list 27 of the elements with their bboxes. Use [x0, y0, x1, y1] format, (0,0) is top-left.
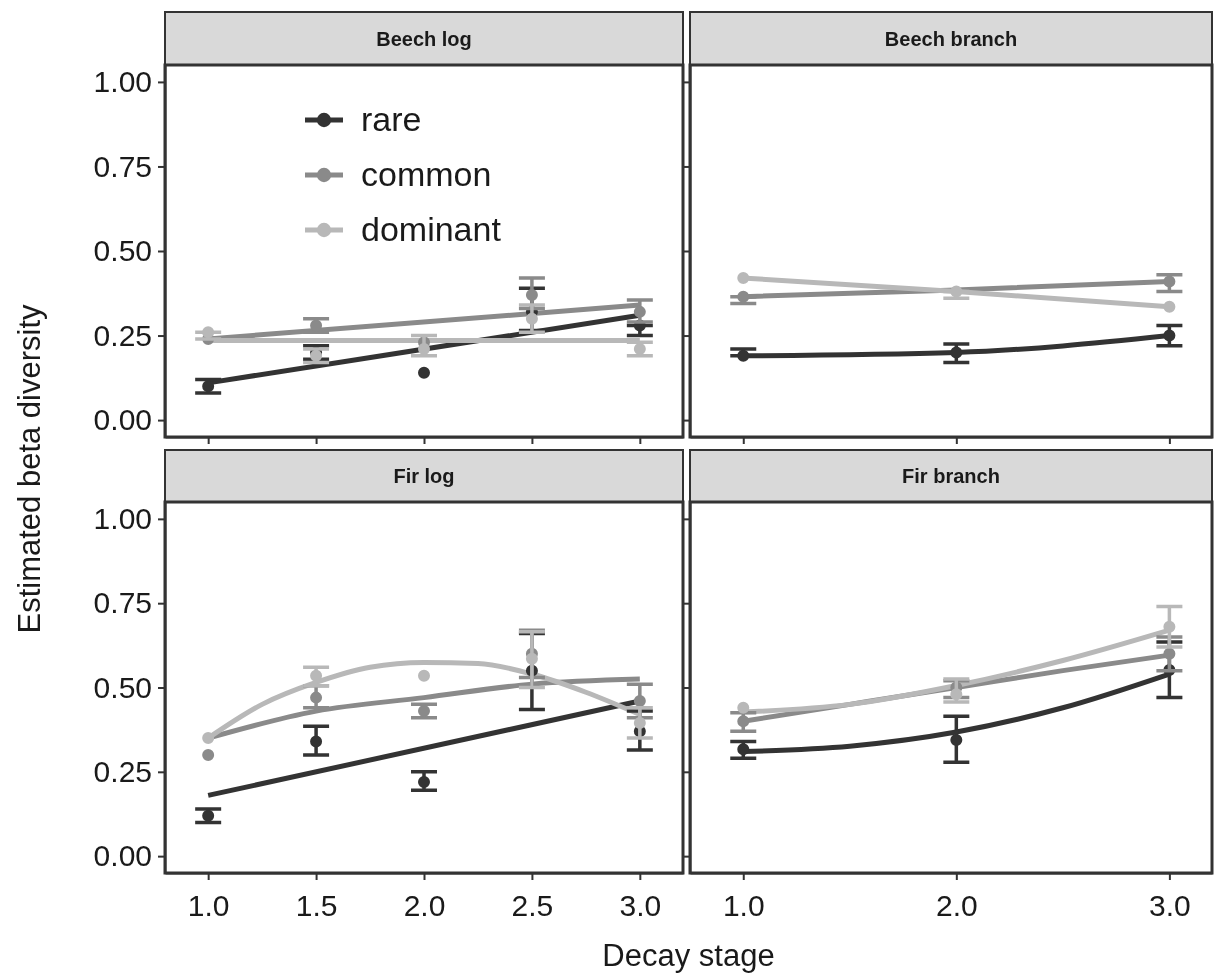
- y-tick-label: 0.50: [93, 670, 152, 704]
- x-tick-label: 2.5: [511, 889, 554, 922]
- y-tick-label: 0.00: [93, 839, 152, 873]
- y-tick-label: 1.00: [93, 501, 152, 535]
- y-tick-label: 1.00: [93, 65, 152, 99]
- x-tick-label: 3.0: [619, 889, 662, 922]
- chart-title: Fir branch: [902, 465, 1000, 487]
- legend-label: dominant: [361, 210, 502, 248]
- y-tick-label: 0.25: [93, 754, 152, 788]
- y-tick-label: 0.50: [93, 234, 152, 268]
- chart-title: Fir log: [393, 465, 455, 487]
- x-tick-label: 2.0: [403, 889, 446, 922]
- x-tick-label: 1.0: [187, 889, 230, 922]
- y-tick-label: 0.75: [93, 586, 152, 620]
- legend-label: rare: [361, 100, 422, 138]
- x-tick-label: 3.0: [1149, 889, 1191, 922]
- x-tick-label: 1.5: [295, 889, 338, 922]
- x-tick-label: 1.0: [722, 889, 765, 922]
- y-tick-label: 0.75: [93, 149, 152, 183]
- y-tick-label: 0.25: [93, 318, 152, 352]
- chart-title: Beech log: [376, 27, 472, 50]
- x-axis-title: Decay stage: [602, 938, 775, 973]
- legend-label: common: [361, 155, 492, 193]
- y-tick-label: 0.00: [93, 403, 152, 437]
- y-axis-title: Estimated beta diversity: [12, 303, 47, 634]
- x-tick-label: 2.0: [935, 889, 978, 922]
- chart-title: Beech branch: [884, 27, 1018, 50]
